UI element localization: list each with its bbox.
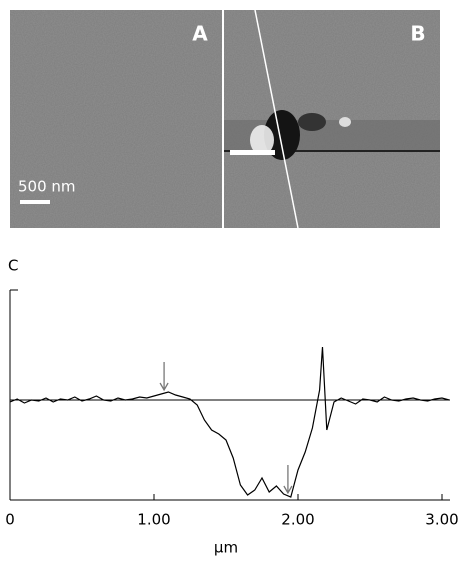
section-line bbox=[254, 9, 299, 229]
panel-label: C bbox=[8, 257, 18, 275]
scale-label: 500 nm bbox=[18, 178, 76, 196]
marker-arrow bbox=[159, 362, 169, 392]
bright-feature bbox=[250, 125, 274, 155]
dark-feature bbox=[264, 110, 300, 160]
panel-label: B bbox=[410, 22, 425, 46]
afm-noise bbox=[10, 10, 440, 228]
bright-feature bbox=[339, 117, 351, 127]
profile-line bbox=[9, 346, 450, 498]
x-tick-label: 0 bbox=[5, 511, 15, 529]
x-axis-label: µm bbox=[214, 539, 238, 557]
bright-feature bbox=[230, 150, 275, 155]
scale-bar bbox=[20, 200, 50, 204]
panel-label: A bbox=[192, 22, 208, 46]
x-tick-label: 3.00 bbox=[425, 511, 458, 529]
dark-feature bbox=[298, 113, 326, 131]
marker-arrow bbox=[283, 465, 293, 495]
x-tick-label: 2.00 bbox=[281, 511, 314, 529]
x-tick-label: 1.00 bbox=[137, 511, 170, 529]
